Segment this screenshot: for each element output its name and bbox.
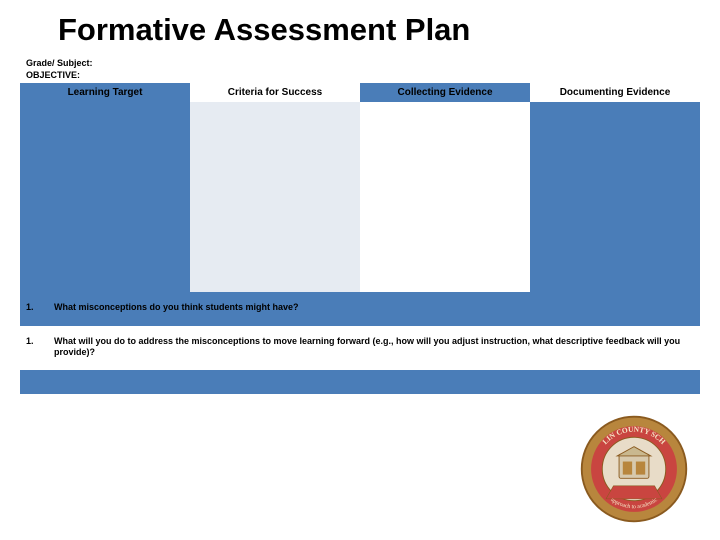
school-seal-icon: LIN COUNTY SCH approach to academic bbox=[578, 413, 690, 525]
question-number: 1. bbox=[26, 336, 54, 346]
col-header-learning-target: Learning Target bbox=[20, 83, 190, 102]
cell-documenting bbox=[530, 102, 700, 292]
grade-subject-label: Grade/ Subject: bbox=[26, 58, 694, 70]
col-header-collecting: Collecting Evidence bbox=[360, 83, 530, 102]
page-title: Formative Assessment Plan bbox=[0, 0, 720, 56]
cell-criteria bbox=[190, 102, 360, 292]
plan-table: Learning Target Criteria for Success Col… bbox=[20, 83, 700, 292]
plan-container: Grade/ Subject: OBJECTIVE: Learning Targ… bbox=[20, 56, 700, 394]
cell-collecting bbox=[360, 102, 530, 292]
objective-label: OBJECTIVE: bbox=[26, 70, 694, 82]
question-number: 1. bbox=[26, 302, 54, 312]
cell-learning-target bbox=[20, 102, 190, 292]
column-body-row bbox=[20, 102, 700, 292]
question-row-2: 1. What will you do to address the misco… bbox=[20, 326, 700, 371]
question-row-1: 1. What misconceptions do you think stud… bbox=[20, 292, 700, 325]
column-header-row: Learning Target Criteria for Success Col… bbox=[20, 83, 700, 102]
question-text: What misconceptions do you think student… bbox=[54, 302, 299, 313]
col-header-documenting: Documenting Evidence bbox=[530, 83, 700, 102]
question-text: What will you do to address the misconce… bbox=[54, 336, 694, 359]
bottom-spacer bbox=[20, 370, 700, 394]
col-header-criteria: Criteria for Success bbox=[190, 83, 360, 102]
plan-header: Grade/ Subject: OBJECTIVE: bbox=[20, 56, 700, 83]
